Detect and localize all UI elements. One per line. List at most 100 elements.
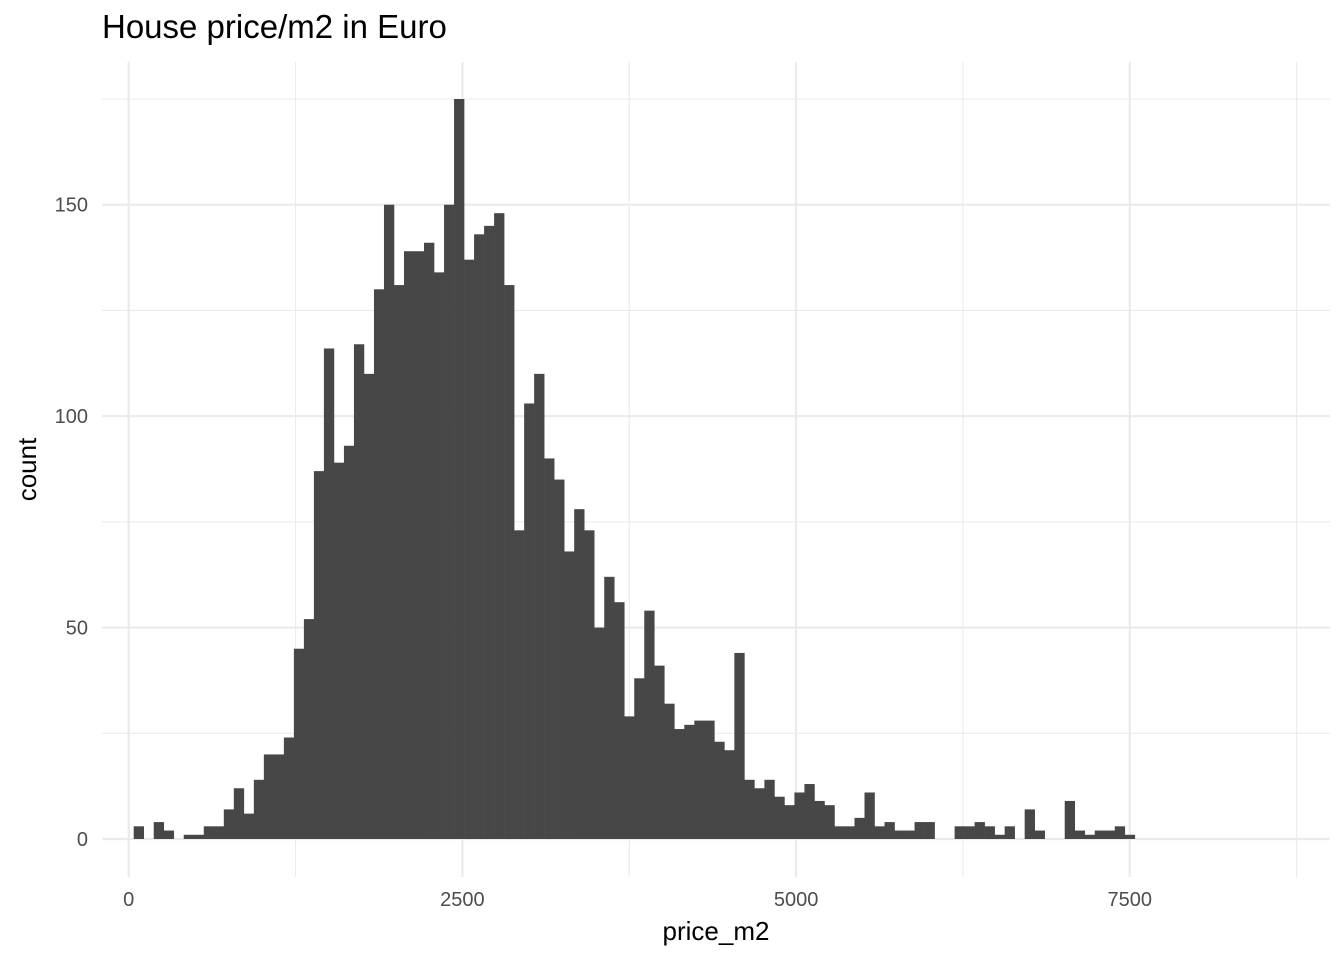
histogram-bar [383,204,395,839]
histogram-bar [784,805,795,839]
histogram-bar [273,754,285,839]
histogram-bar [494,213,505,839]
histogram-bar [694,720,705,839]
histogram-bar [293,648,305,839]
histogram-bar [163,830,175,839]
histogram-bar [363,373,375,839]
histogram-bar [664,703,675,839]
histogram-bar [594,627,605,839]
histogram-bar [1124,834,1136,839]
x-tick-label: 2500 [440,889,485,911]
histogram-bar [1114,826,1126,839]
histogram-bar [403,251,415,839]
histogram-bar [464,259,475,840]
y-tick-label: 150 [55,195,88,217]
histogram-bar [263,754,275,839]
histogram-bar [243,813,255,839]
histogram-bar [1084,834,1096,839]
histogram-bar [554,479,565,839]
x-tick-label: 0 [123,889,134,911]
histogram-bar [794,792,805,839]
histogram-bar [303,619,315,839]
histogram-bar [564,551,575,839]
histogram-bar [1024,809,1035,839]
histogram-bar [984,826,995,839]
histogram-bar [804,784,815,839]
histogram-bar [954,826,965,839]
x-tick-label: 5000 [774,889,819,911]
histogram-bar [424,242,435,839]
histogram-bar [684,724,695,839]
histogram-bar [624,716,635,839]
histogram-bar [904,830,915,839]
histogram-bar [1094,830,1106,839]
histogram-bar [223,809,235,839]
histogram-bar [253,779,265,839]
histogram-bar [814,800,825,839]
chart-title: House price/m2 in Euro [102,8,447,45]
histogram-bar [714,741,725,839]
histogram-bar [203,826,215,839]
y-axis-label: count [12,437,42,501]
histogram-bar [974,822,985,839]
histogram-bar [774,796,785,839]
histogram-bar [333,462,345,839]
y-tick-label: 50 [66,618,88,640]
histogram-bar [1064,800,1076,839]
histogram-bar [754,788,765,839]
histogram-bar [924,822,935,839]
histogram-bar [514,530,525,839]
histogram-bar [444,204,455,839]
histogram-bar [474,234,485,840]
histogram-bar [373,289,385,839]
histogram-bar [604,576,615,839]
histogram-bar [654,665,665,839]
histogram-bar [414,251,425,839]
histogram-bar [634,678,645,839]
y-tick-label: 0 [77,829,88,851]
histogram-bar [1034,830,1045,839]
y-axis-ticks: 0 50 100 150 [55,195,88,851]
histogram-bar [1104,830,1116,839]
histogram-bar [914,822,925,839]
histogram-bar [824,805,835,839]
histogram-bar [994,834,1005,839]
histogram-bar [724,750,735,839]
histogram-bar [153,822,165,839]
x-tick-label: 7500 [1108,889,1153,911]
histogram-bar [454,99,465,839]
histogram-bar [313,471,325,839]
histogram-bar [393,285,405,839]
histogram-bar [874,826,885,839]
histogram-bar [323,348,335,839]
histogram-bar [434,272,445,839]
histogram-bar [854,817,865,839]
x-axis-label: price_m2 [663,916,770,946]
histogram-bar [864,792,875,839]
histogram-bar [213,826,225,839]
histogram-bar [584,530,595,839]
histogram-bar [133,826,145,839]
histogram-bar [353,344,365,839]
histogram-bar [764,779,775,839]
histogram-bar [534,373,545,839]
histogram-bar [834,826,845,839]
histogram-bar [894,830,905,839]
histogram-bar [524,403,535,839]
histogram-bar [193,834,205,839]
histogram-bar [704,720,715,839]
histogram-bar [884,822,895,839]
histogram-bar [734,652,745,839]
y-tick-label: 100 [55,406,88,428]
histogram-bar [1074,830,1086,839]
histogram-bar [1004,826,1015,839]
histogram-bars [133,99,1136,840]
histogram-bar [283,737,295,839]
histogram-bar [644,610,655,839]
histogram-bar [233,788,245,839]
histogram-bar [343,445,355,839]
histogram-bar [844,826,855,839]
histogram-bar [574,509,585,839]
histogram-bar [674,729,685,839]
